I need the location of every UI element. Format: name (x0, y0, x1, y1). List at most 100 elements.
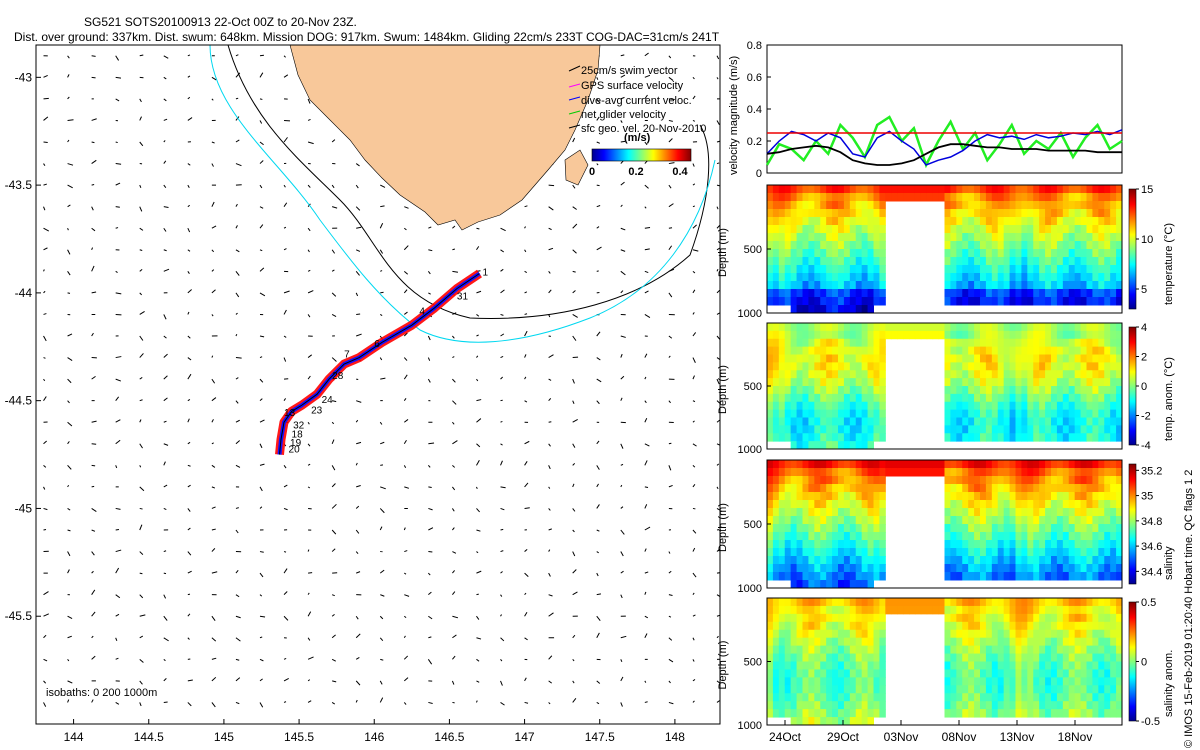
current-arrow (596, 551, 599, 554)
salinity-anomaly-cell (808, 621, 815, 631)
temperature-cell (802, 193, 809, 202)
temperature-cell (1033, 225, 1040, 234)
salinity-anomaly-cell (790, 621, 798, 631)
salinity-anomaly-cell (1033, 685, 1040, 694)
temperature-cell (1021, 201, 1028, 210)
salinity-cell (867, 516, 874, 525)
salinity-anomaly-cell (843, 669, 851, 678)
temperature-cell (849, 273, 857, 282)
salinity-anomaly-cell (814, 669, 821, 678)
salinity-anomaly-cell (1092, 693, 1099, 702)
temperature-cell (790, 273, 798, 282)
salinity-anomaly-cell (1086, 613, 1093, 623)
temperature-cell (932, 185, 940, 194)
temperature-anomaly-cell (1062, 323, 1070, 332)
salinity-anomaly-cell (950, 605, 957, 615)
salinity-anomaly-cell (1045, 677, 1052, 686)
temperature-cell (767, 193, 774, 202)
temperature-cell (778, 257, 786, 266)
temperature-anomaly-cell (873, 346, 880, 355)
current-arrow (476, 637, 482, 640)
temperature-cell (1033, 249, 1040, 258)
temperature-anomaly-cell (843, 370, 851, 379)
salinity-cell (980, 476, 987, 485)
temperature-cell (784, 233, 792, 242)
temperature-anomaly-cell (974, 417, 981, 426)
salinity-cell (944, 540, 951, 549)
temperature-anomaly-cell (1009, 393, 1016, 403)
salinity-cell (879, 484, 886, 493)
salinity-cell (1045, 524, 1052, 533)
temperature-anomaly-cell (867, 330, 874, 340)
current-arrow (211, 378, 216, 384)
temperature-anomaly-cell (867, 393, 874, 403)
salinity-cell (855, 468, 863, 477)
salinity-cell (790, 572, 798, 581)
temperature-cell (1098, 273, 1105, 282)
temperature-anomaly-cell (1021, 354, 1028, 363)
salinity-cell (1009, 572, 1016, 581)
current-arrow (476, 443, 481, 448)
temperature-cell (772, 241, 780, 250)
salinity-anomaly-cell (767, 621, 774, 631)
temperature-anomaly-cell (950, 323, 957, 332)
temperature-cell (1027, 185, 1034, 194)
salinity-cell (1021, 516, 1028, 525)
current-arrow (43, 634, 47, 639)
current-arrow (307, 354, 313, 358)
temperature-cell (855, 241, 863, 250)
temperature-cell (1116, 233, 1123, 242)
temperature-cell (802, 281, 809, 290)
temperature-cell (1015, 201, 1022, 210)
salinity-cell (926, 468, 934, 477)
salinity-anomaly-cell (820, 645, 827, 655)
salinity-cell (944, 460, 951, 469)
current-arrow (307, 290, 314, 294)
temperature-anomaly-cell (1003, 417, 1011, 426)
temperature-anomaly-cell (879, 362, 886, 371)
salinity-anomaly-cell (832, 709, 839, 718)
salinity-anomaly-cell (1068, 645, 1076, 655)
salinity-cell (796, 508, 803, 517)
temperature-cell (991, 201, 999, 210)
salinity-anomaly-cell (1051, 613, 1058, 623)
salinity-anomaly-cell (1086, 629, 1093, 639)
salinity-anomaly-cell (962, 613, 969, 623)
salinity-cell (1068, 460, 1076, 469)
current-arrow (163, 678, 167, 682)
salinity-cell (832, 540, 839, 549)
current-arrow (139, 551, 144, 556)
salinity-anomaly-cell (784, 677, 792, 686)
credit-text: © IMOS 15-Feb-2019 01:20:40 Hobart time.… (1183, 469, 1195, 748)
temperature-anomaly-cell (1074, 409, 1082, 418)
temperature-anomaly-cell (826, 362, 833, 371)
salinity-anomaly-cell (1092, 637, 1099, 647)
current-arrow (211, 419, 214, 423)
salinity-cell (867, 564, 874, 573)
salinity-anomaly-cell (1027, 677, 1034, 686)
temperature-anomaly-cell (861, 338, 869, 348)
salinity-cell (1027, 492, 1034, 501)
salinity-cell (879, 476, 886, 485)
salinity-cell (962, 556, 969, 565)
salinity-cell (814, 572, 821, 581)
salinity-cell (991, 500, 999, 509)
temperature-anomaly-cell (814, 354, 821, 363)
current-arrow (259, 224, 264, 229)
temperature-cell (968, 297, 975, 306)
current-arrow (307, 637, 311, 641)
salinity-anomaly-cell (962, 685, 969, 694)
temperature-anomaly-cell (944, 330, 951, 340)
temperature-cell (962, 289, 969, 298)
temperature-anomaly-cell (985, 346, 993, 355)
salinity-anomaly-cell (1092, 629, 1099, 639)
temperature-cell (867, 281, 874, 290)
salinity-anomaly-cell (820, 598, 827, 607)
current-arrow (331, 529, 337, 535)
temperature-anomaly-cell (1116, 433, 1123, 442)
day-label-6: 24 (322, 395, 334, 406)
temperature-anomaly-cell (778, 338, 786, 348)
temperature-anomaly-cell (1051, 401, 1058, 411)
salinity-anomaly-cell (778, 693, 786, 702)
temperature-anomaly-cell (974, 354, 981, 363)
